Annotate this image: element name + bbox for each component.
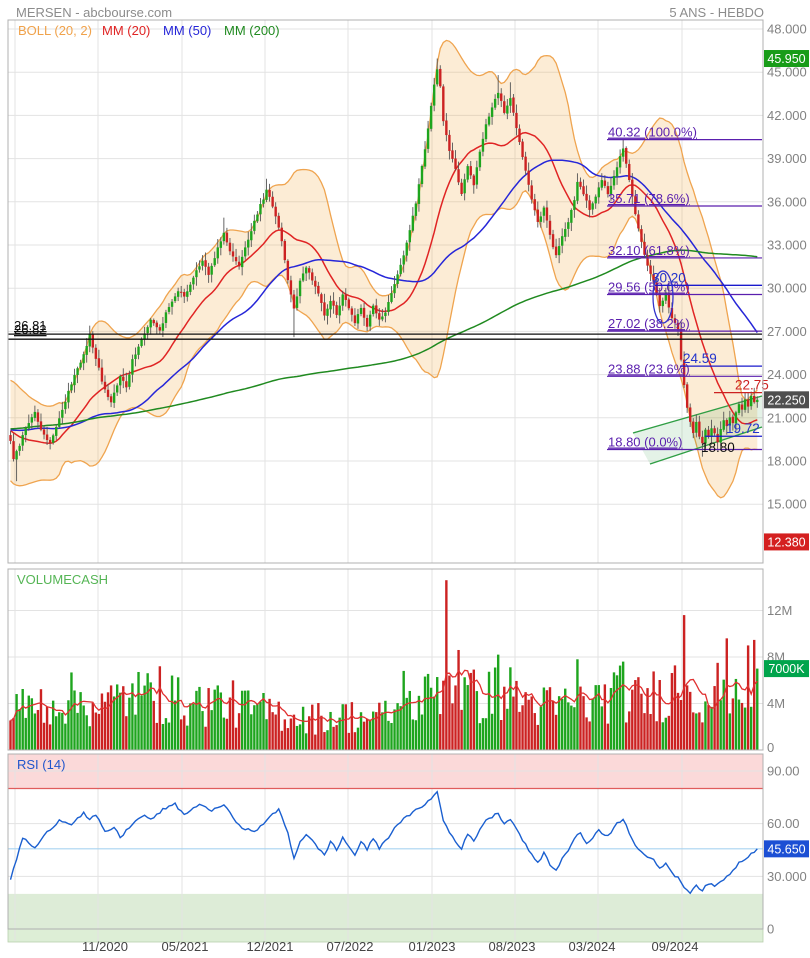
period-low-badge: 12.380 <box>764 533 809 551</box>
period-high-badge: 45.950 <box>764 50 809 68</box>
rsi-oversold-zone <box>8 893 763 929</box>
axis-labels: 48.000 45.000 42.000 39.000 36.000 33.000 30.0… <box>767 22 807 937</box>
bollinger-fill <box>10 40 758 498</box>
mm200-line <box>10 249 758 430</box>
svg-text:05/2021: 05/2021 <box>162 939 209 954</box>
svg-text:27.02 (38.2%): 27.02 (38.2%) <box>608 316 690 331</box>
svg-text:35.71 (78.6%): 35.71 (78.6%) <box>608 191 690 206</box>
price-annotations: 30.20 24.59 19.72 22.75 18.80 <box>652 270 769 455</box>
trend-channel-lower[interactable] <box>649 426 763 465</box>
svg-text:07/2022: 07/2022 <box>327 939 374 954</box>
svg-text:18.80: 18.80 <box>701 440 735 455</box>
svg-text:7000K: 7000K <box>768 662 805 676</box>
svg-text:22.75: 22.75 <box>735 378 769 393</box>
svg-text:09/2024: 09/2024 <box>652 939 699 954</box>
svg-text:90.00: 90.00 <box>767 763 800 778</box>
fibonacci-levels: 40.32 (100.0%) 35.71 (78.6%) 32.10 (61.8%)… <box>607 125 762 451</box>
svg-text:42.000: 42.000 <box>767 108 807 123</box>
svg-text:26.81: 26.81 <box>14 318 47 333</box>
highlight-ellipse[interactable] <box>652 270 674 324</box>
svg-text:30.000: 30.000 <box>767 281 807 296</box>
svg-text:29.56 (50.0%): 29.56 (50.0%) <box>608 280 690 295</box>
svg-text:23.88 (23.6%): 23.88 (23.6%) <box>608 361 690 376</box>
svg-text:45.650: 45.650 <box>767 842 805 856</box>
svg-text:21.000: 21.000 <box>767 410 807 425</box>
last-volume-badge: 7000K <box>764 660 809 678</box>
date-axis-labels: 11/2020 05/2021 12/2021 07/2022 01/2023 08/20… <box>82 939 699 954</box>
svg-text:32.10 (61.8%): 32.10 (61.8%) <box>608 243 690 258</box>
svg-text:22.250: 22.250 <box>767 393 805 407</box>
svg-text:0: 0 <box>767 740 774 755</box>
svg-text:27.000: 27.000 <box>767 324 807 339</box>
mm50-line <box>10 159 758 432</box>
svg-text:39.000: 39.000 <box>767 151 807 166</box>
svg-text:40.32 (100.0%): 40.32 (100.0%) <box>608 125 697 140</box>
bollinger-upper <box>10 39 758 407</box>
svg-text:45.000: 45.000 <box>767 65 807 80</box>
svg-text:0: 0 <box>767 922 774 937</box>
svg-text:30.000: 30.000 <box>767 869 807 884</box>
svg-text:26.82: 26.82 <box>14 322 47 337</box>
svg-text:24.000: 24.000 <box>767 367 807 382</box>
svg-text:12.380: 12.380 <box>767 535 805 549</box>
rsi-line <box>9 790 758 895</box>
svg-text:45.950: 45.950 <box>767 52 805 66</box>
svg-text:60.00: 60.00 <box>767 816 800 831</box>
svg-text:33.000: 33.000 <box>767 238 807 253</box>
svg-text:48.000: 48.000 <box>767 22 807 37</box>
last-price-badge: 22.250 <box>764 391 809 409</box>
svg-text:12/2021: 12/2021 <box>247 939 294 954</box>
trend-channel-upper[interactable] <box>632 395 763 434</box>
svg-text:18.000: 18.000 <box>767 454 807 469</box>
svg-text:12M: 12M <box>767 603 792 618</box>
volume-ma-line <box>10 669 758 724</box>
last-rsi-badge: 45.650 <box>764 840 809 858</box>
svg-text:08/2023: 08/2023 <box>489 939 536 954</box>
candles-layer <box>9 58 759 482</box>
svg-text:36.000: 36.000 <box>767 194 807 209</box>
svg-text:03/2024: 03/2024 <box>569 939 616 954</box>
svg-text:19.72: 19.72 <box>726 421 760 436</box>
svg-text:15.000: 15.000 <box>767 497 807 512</box>
volume-bars <box>9 580 759 750</box>
svg-text:30.20: 30.20 <box>652 270 686 285</box>
svg-text:18.80 (0.0%): 18.80 (0.0%) <box>608 434 682 449</box>
svg-text:4M: 4M <box>767 696 785 711</box>
svg-text:11/2020: 11/2020 <box>82 939 128 954</box>
svg-text:24.59: 24.59 <box>683 351 717 366</box>
price-panel <box>10 39 763 499</box>
svg-text:01/2023: 01/2023 <box>409 939 456 954</box>
